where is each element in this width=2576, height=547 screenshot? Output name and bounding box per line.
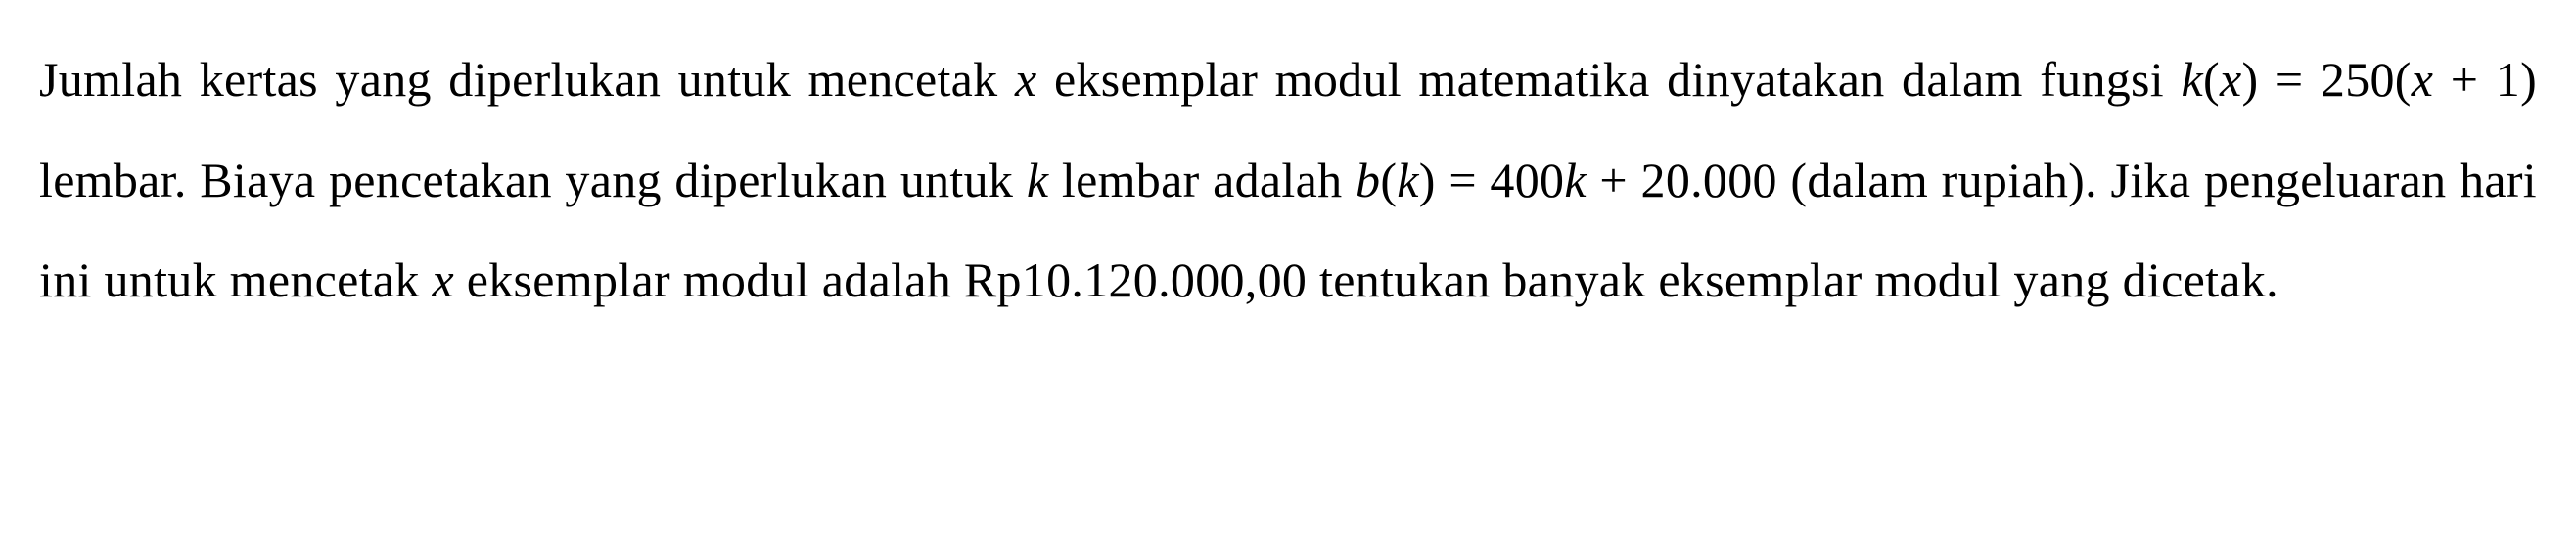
text-segment-3: lembar. Biaya pencetakan yang diperlukan… [39, 153, 1027, 207]
variable-x-2: x [432, 252, 454, 307]
text-segment-1: Jumlah kertas yang diperlukan untuk menc… [39, 52, 1015, 107]
variable-x: x [1015, 52, 1037, 107]
function-b-expression: b(k) = 400k + 20.000 [1356, 153, 1777, 207]
math-problem-text: Jumlah kertas yang diperlukan untuk menc… [39, 29, 2537, 331]
text-segment-4: lembar adalah [1048, 153, 1356, 207]
function-k-expression: k(x) = 250(x + 1) [2182, 52, 2538, 107]
variable-k: k [1027, 153, 1049, 207]
text-segment-6: eksemplar modul adalah Rp10.120.000,00 t… [454, 252, 2278, 307]
text-segment-2: eksemplar modul matematika dinyatakan da… [1036, 52, 2181, 107]
